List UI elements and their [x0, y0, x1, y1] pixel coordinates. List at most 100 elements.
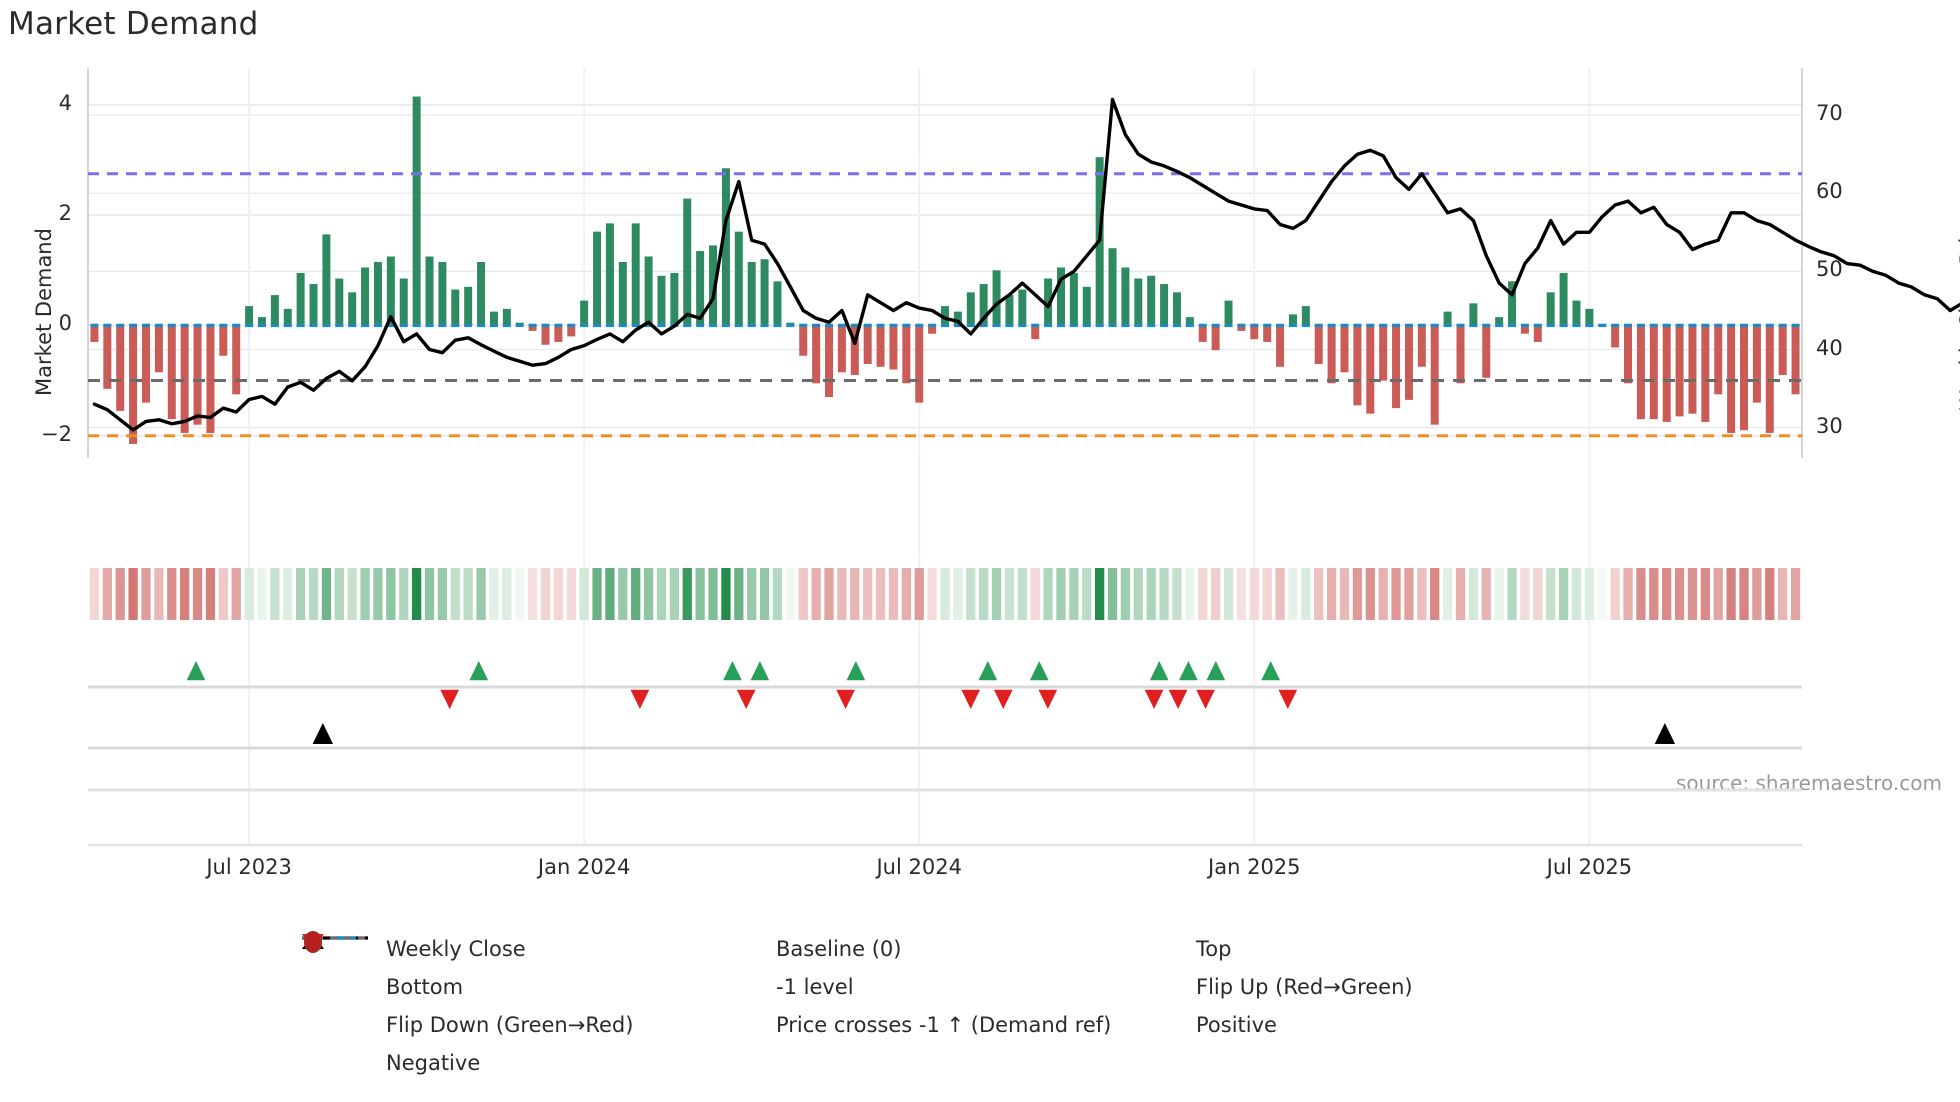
demand-bar [528, 325, 537, 331]
flip-up-marker[interactable] [1179, 661, 1198, 681]
legend-item-positive[interactable]: Positive [304, 931, 1530, 1044]
demand-bar [734, 231, 743, 326]
flip-down-marker[interactable] [1168, 689, 1188, 709]
demand-bar [425, 256, 434, 326]
flip-up-marker[interactable] [1206, 661, 1226, 681]
legend-item-baseline[interactable]: Baseline (0) [302, 930, 1110, 968]
x-tick-label: Jul 2025 [1546, 855, 1633, 879]
heatmap-cell [695, 568, 705, 620]
demand-bar [477, 261, 486, 326]
y-tick-right: 50 [1816, 257, 1843, 282]
demand-bar [1224, 300, 1233, 326]
flip-up-marker[interactable] [1029, 661, 1049, 681]
heatmap-cell [1288, 568, 1298, 620]
demand-bar [1520, 325, 1529, 334]
demand-bar [1649, 325, 1658, 420]
legend-item-price-cross[interactable]: Price crosses -1 ↑ (Demand ref) [302, 933, 1111, 1044]
flip-up-marker[interactable] [750, 661, 770, 681]
heatmap-cell [1636, 568, 1646, 620]
demand-bar [554, 325, 563, 342]
demand-bar [721, 168, 730, 326]
flip-down-marker[interactable] [1038, 689, 1058, 709]
heatmap-cell [966, 568, 976, 620]
heatmap-cell [399, 568, 409, 620]
demand-bar [1688, 325, 1697, 414]
flip-up-marker[interactable] [469, 661, 489, 681]
legend-item-minus-one[interactable]: -1 level [302, 936, 1110, 1006]
heatmap-cell [411, 568, 422, 620]
heatmap-cell [656, 568, 667, 620]
heatmap-cell [1687, 568, 1698, 620]
demand-bar [644, 256, 653, 326]
heatmap-cell [1494, 568, 1504, 620]
flip-up-marker[interactable] [1261, 661, 1281, 681]
heatmap-cell [592, 568, 602, 620]
demand-bar [953, 311, 962, 326]
heatmap-cell [115, 568, 125, 620]
flip-down-marker[interactable] [993, 689, 1013, 709]
heatmap-cell [1442, 568, 1453, 620]
heatmap-cell [798, 568, 808, 620]
heatmap-cell [618, 568, 628, 620]
demand-bar [309, 284, 318, 326]
legend-item-flip-up[interactable]: Flip Up (Red→Green) [302, 933, 1530, 1006]
demand-bar [941, 306, 949, 326]
flip-up-marker[interactable] [186, 661, 206, 681]
demand-bar [1056, 267, 1065, 326]
demand-bar [1443, 311, 1452, 326]
chart-title: Market Demand [8, 6, 259, 42]
demand-bar [1301, 306, 1310, 326]
price-cross-marker[interactable] [312, 723, 334, 744]
demand-bar [1237, 325, 1246, 331]
demand-bar [928, 325, 937, 334]
demand-bar [1752, 325, 1761, 403]
flip-down-marker[interactable] [961, 689, 981, 709]
demand-bar [1662, 325, 1671, 422]
heatmap-cell [476, 568, 486, 620]
legend-item-bottom[interactable]: Bottom [300, 936, 690, 1006]
demand-bar [1791, 325, 1800, 395]
heatmap-cell [631, 568, 641, 620]
flip-down-marker[interactable] [736, 689, 756, 709]
heatmap-cell [1236, 568, 1247, 620]
y-tick-right: 30 [1816, 413, 1843, 438]
demand-bar [1533, 325, 1542, 342]
demand-bar [206, 325, 215, 433]
flip-up-marker[interactable] [723, 661, 742, 681]
flip-down-marker[interactable] [836, 689, 855, 709]
price-cross-marker[interactable] [1654, 723, 1676, 744]
demand-bar [747, 261, 756, 326]
legend-item-top[interactable]: Top [302, 930, 1530, 968]
demand-bar [1636, 325, 1645, 420]
demand-bar [773, 281, 782, 326]
heatmap-cell [283, 568, 293, 620]
heatmap-cell [1546, 568, 1556, 620]
legend-item-negative[interactable]: Negative [300, 931, 690, 1082]
demand-bar [296, 273, 305, 326]
legend-label: Flip Up (Red→Green) [1196, 975, 1413, 999]
flip-up-marker[interactable] [846, 661, 866, 681]
heatmap-cell [1210, 568, 1221, 620]
y-tick-left: −2 [41, 421, 72, 446]
demand-bar [1211, 325, 1220, 351]
heatmap-cell [734, 568, 744, 620]
heatmap-cell [1610, 568, 1620, 620]
demand-bar [219, 325, 228, 356]
flip-down-marker[interactable] [440, 689, 460, 709]
flip-down-marker[interactable] [1278, 689, 1298, 709]
demand-bar [1392, 325, 1401, 409]
heatmap-cell [424, 568, 435, 620]
flip-down-marker[interactable] [1196, 689, 1215, 709]
demand-bar [270, 295, 279, 326]
legend-item-flip-down[interactable]: Flip Down (Green→Red) [300, 934, 690, 1044]
heatmap-cell [1185, 568, 1195, 620]
heatmap-cell [437, 568, 448, 620]
demand-bar [605, 223, 614, 326]
flip-up-marker[interactable] [978, 661, 998, 681]
flip-down-marker[interactable] [1144, 689, 1164, 709]
flip-up-marker[interactable] [1149, 661, 1169, 681]
heatmap-cell [463, 568, 473, 620]
flip-down-marker[interactable] [630, 689, 650, 709]
heatmap-cell [1674, 568, 1685, 620]
